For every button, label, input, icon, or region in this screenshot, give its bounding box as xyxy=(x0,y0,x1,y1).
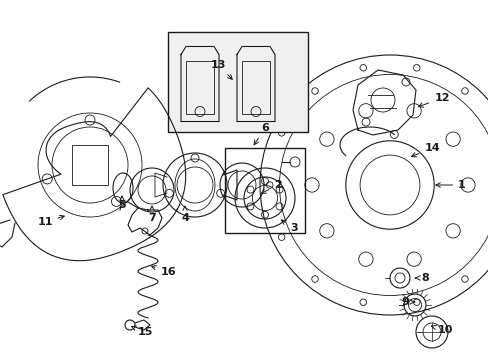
Bar xyxy=(224,148,305,233)
Bar xyxy=(242,60,269,113)
Text: 13: 13 xyxy=(210,60,232,79)
Text: 6: 6 xyxy=(254,123,268,145)
Text: 10: 10 xyxy=(430,325,452,335)
Bar xyxy=(168,32,307,132)
Text: 11: 11 xyxy=(37,215,64,227)
Text: 12: 12 xyxy=(418,93,449,107)
Text: 16: 16 xyxy=(151,266,176,277)
Text: 4: 4 xyxy=(181,206,188,223)
Text: 9: 9 xyxy=(400,297,414,307)
Text: 2: 2 xyxy=(261,180,281,193)
Text: 1: 1 xyxy=(435,180,465,190)
Text: 5: 5 xyxy=(118,196,125,210)
Bar xyxy=(185,60,214,113)
Text: 8: 8 xyxy=(415,273,428,283)
Text: 7: 7 xyxy=(148,206,156,223)
Text: 15: 15 xyxy=(131,326,152,337)
Text: 14: 14 xyxy=(411,143,439,157)
Bar xyxy=(72,145,108,185)
Text: 3: 3 xyxy=(281,220,297,233)
